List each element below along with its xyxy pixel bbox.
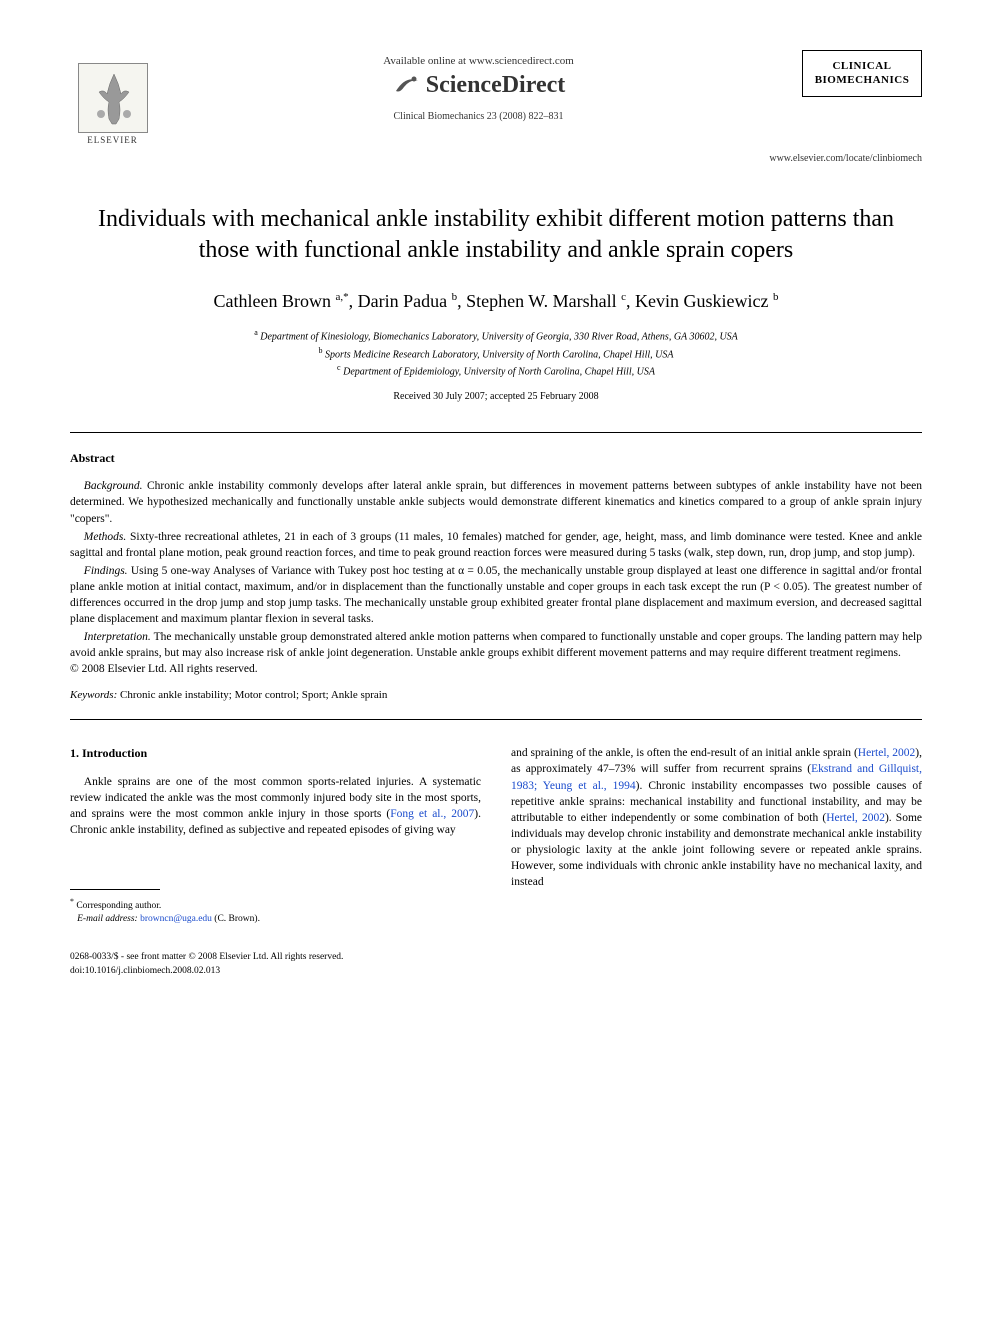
keywords-label: Keywords:: [70, 689, 117, 701]
journal-name-line2: BIOMECHANICS: [807, 73, 917, 87]
abstract-heading: Abstract: [70, 451, 922, 466]
abstract-findings-text: Using 5 one-way Analyses of Variance wit…: [70, 565, 922, 625]
abstract-copyright: © 2008 Elsevier Ltd. All rights reserved…: [70, 663, 922, 675]
abstract-interpretation-label: Interpretation.: [84, 631, 151, 643]
abstract-findings-label: Findings.: [84, 565, 128, 577]
affiliation-line: b Sports Medicine Research Laboratory, U…: [70, 345, 922, 362]
column-right: and spraining of the ankle, is often the…: [511, 745, 922, 926]
abstract-interpretation-text: The mechanically unstable group demonstr…: [70, 631, 922, 659]
article-title: Individuals with mechanical ankle instab…: [70, 204, 922, 266]
center-header: Available online at www.sciencedirect.co…: [155, 50, 802, 122]
abstract-methods-label: Methods.: [84, 531, 126, 543]
abstract-methods-text: Sixty-three recreational athletes, 21 in…: [70, 531, 922, 559]
article-dates: Received 30 July 2007; accepted 25 Febru…: [70, 391, 922, 402]
available-online-text: Available online at www.sciencedirect.co…: [155, 55, 802, 67]
body-columns: 1. Introduction Ankle sprains are one of…: [70, 745, 922, 926]
abstract-background-text: Chronic ankle instability commonly devel…: [70, 480, 922, 524]
citation-link[interactable]: Hertel, 2002: [858, 747, 916, 759]
journal-citation: Clinical Biomechanics 23 (2008) 822–831: [155, 111, 802, 122]
footer-front-matter: 0268-0033/$ - see front matter © 2008 El…: [70, 951, 343, 964]
intro-text-2a: and spraining of the ankle, is often the…: [511, 747, 858, 759]
citation-link[interactable]: Fong et al., 2007: [390, 808, 474, 820]
affiliation-line: a Department of Kinesiology, Biomechanic…: [70, 327, 922, 344]
sciencedirect-icon: [392, 71, 420, 99]
abstract-section: Abstract Background. Chronic ankle insta…: [70, 432, 922, 720]
email-link[interactable]: browncn@uga.edu: [140, 914, 212, 924]
elsevier-tree-icon: [78, 63, 148, 133]
corresponding-author-footnote: * Corresponding author. E-mail address: …: [70, 896, 481, 927]
footer-left: 0268-0033/$ - see front matter © 2008 El…: [70, 951, 343, 978]
abstract-findings: Findings. Using 5 one-way Analyses of Va…: [70, 563, 922, 627]
corresponding-label: Corresponding author.: [76, 901, 161, 911]
footer-doi: doi:10.1016/j.clinbiomech.2008.02.013: [70, 965, 343, 978]
affiliation-line: c Department of Epidemiology, University…: [70, 362, 922, 379]
abstract-methods: Methods. Sixty-three recreational athlet…: [70, 529, 922, 561]
email-person: (C. Brown).: [214, 914, 260, 924]
publisher-logo: ELSEVIER: [70, 50, 155, 145]
column-left: 1. Introduction Ankle sprains are one of…: [70, 745, 481, 926]
sciencedirect-brand: ScienceDirect: [155, 71, 802, 99]
sciencedirect-text: ScienceDirect: [426, 72, 566, 99]
affiliations: a Department of Kinesiology, Biomechanic…: [70, 327, 922, 379]
intro-paragraph-left: Ankle sprains are one of the most common…: [70, 774, 481, 838]
footnote-separator: [70, 889, 160, 890]
section-heading-intro: 1. Introduction: [70, 745, 481, 762]
citation-link[interactable]: Hertel, 2002: [826, 812, 885, 824]
abstract-interpretation: Interpretation. The mechanically unstabl…: [70, 629, 922, 661]
keywords-text: Chronic ankle instability; Motor control…: [120, 689, 387, 701]
keywords-row: Keywords: Chronic ankle instability; Mot…: [70, 689, 922, 701]
journal-name-line1: CLINICAL: [807, 59, 917, 73]
header-row: ELSEVIER Available online at www.science…: [70, 50, 922, 145]
page-footer: 0268-0033/$ - see front matter © 2008 El…: [70, 951, 922, 978]
journal-url[interactable]: www.elsevier.com/locate/clinbiomech: [70, 153, 922, 164]
journal-cover-box: CLINICAL BIOMECHANICS: [802, 50, 922, 97]
authors-list: Cathleen Brown a,*, Darin Padua b, Steph…: [70, 291, 922, 312]
publisher-name: ELSEVIER: [87, 135, 138, 145]
intro-paragraph-right: and spraining of the ankle, is often the…: [511, 745, 922, 890]
abstract-background: Background. Chronic ankle instability co…: [70, 478, 922, 526]
abstract-background-label: Background.: [84, 480, 143, 492]
email-label: E-mail address:: [77, 914, 138, 924]
